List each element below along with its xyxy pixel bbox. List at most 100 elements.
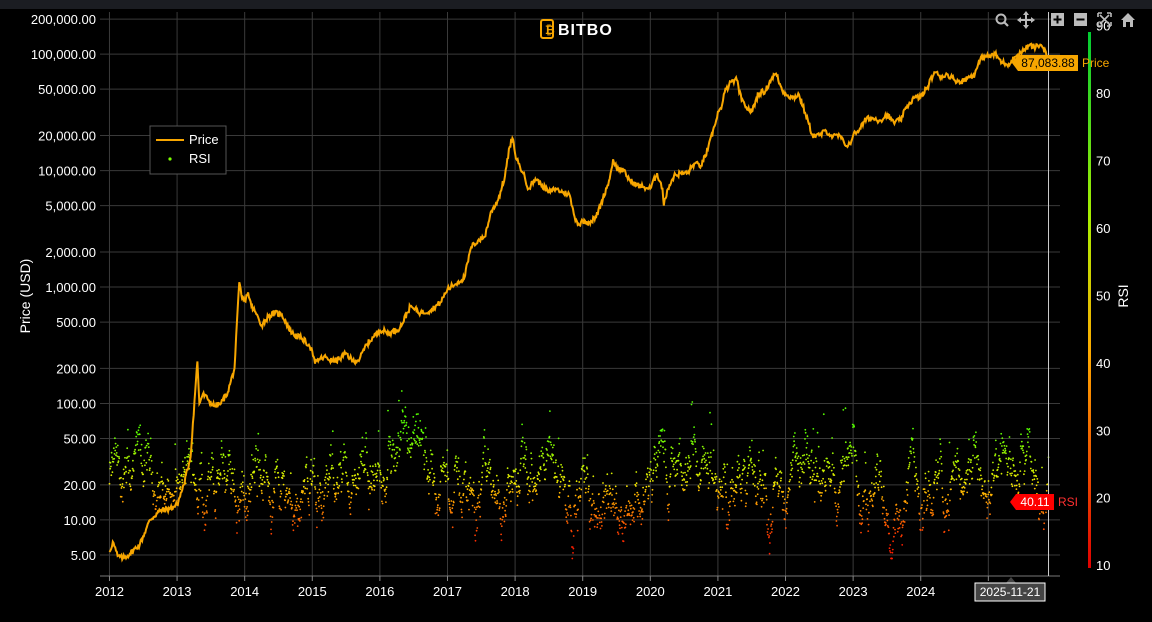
rsi-point	[443, 461, 445, 464]
rsi-point	[896, 517, 899, 520]
legend[interactable]: Price RSI	[149, 125, 227, 175]
rsi-point	[476, 502, 479, 505]
rsi-point	[827, 478, 830, 480]
rsi-point	[395, 453, 397, 455]
rsi-point	[684, 481, 687, 483]
rsi-point	[238, 519, 241, 522]
rsi-point	[217, 477, 220, 480]
rsi-point	[256, 458, 259, 461]
rsi-point	[807, 457, 809, 459]
rsi-point	[679, 437, 681, 440]
rsi-point	[870, 494, 872, 497]
rsi-point	[477, 494, 480, 497]
rsi-point	[276, 458, 279, 461]
pan-icon[interactable]	[1017, 11, 1035, 29]
rsi-point	[531, 499, 534, 502]
rsi-point	[731, 487, 734, 490]
rsi-point	[123, 472, 126, 474]
rsi-point	[335, 498, 338, 501]
rsi-point	[578, 481, 581, 483]
rsi-point	[397, 432, 400, 434]
rsi-point	[383, 490, 386, 492]
rsi-point	[906, 502, 909, 505]
rsi-point	[671, 460, 674, 463]
reset-axes-icon[interactable]	[1121, 13, 1135, 27]
rsi-point	[325, 473, 328, 475]
rsi-point	[481, 476, 484, 479]
rsi-point	[572, 547, 575, 550]
rsi-point	[651, 488, 654, 491]
rsi-point	[975, 441, 978, 443]
rsi-point	[374, 465, 377, 467]
rsi-point	[283, 470, 286, 473]
rsi-point	[472, 489, 475, 492]
rsi-point	[1004, 449, 1007, 452]
rsi-point	[360, 460, 362, 463]
rsi-point	[721, 494, 723, 497]
rsi-point	[118, 455, 120, 458]
rsi-point	[814, 457, 817, 460]
rsi-point	[852, 446, 855, 449]
rsi-point	[148, 458, 151, 461]
rsi-point	[758, 470, 761, 472]
rsi-point	[979, 469, 982, 472]
rsi-point	[508, 491, 511, 494]
y-tick-label: 20.00	[63, 478, 96, 493]
rsi-point	[698, 473, 701, 476]
autoscale-icon[interactable]	[1097, 12, 1112, 27]
rsi-point	[1025, 454, 1028, 457]
rsi-point	[1023, 473, 1025, 476]
legend-price-label[interactable]: Price	[189, 132, 219, 147]
rsi-point	[480, 483, 483, 486]
rsi-point	[927, 470, 930, 473]
rsi-point	[420, 444, 422, 447]
rsi-point	[491, 489, 494, 492]
rsi-point	[145, 461, 148, 464]
rsi-point	[633, 508, 636, 510]
rsi-point	[585, 466, 588, 469]
rsi-point	[766, 523, 768, 526]
rsi-point	[331, 464, 333, 467]
rsi-point	[114, 449, 117, 452]
rsi-point	[566, 522, 569, 524]
rsi-point	[458, 494, 461, 496]
rsi-point	[511, 491, 514, 493]
rsi-point	[714, 478, 717, 480]
zoom-icon[interactable]	[995, 13, 1009, 27]
rsi-point	[446, 471, 449, 474]
rsi-point	[125, 481, 128, 484]
rsi-point	[391, 456, 393, 458]
rsi-point	[662, 441, 665, 443]
rsi-point	[922, 526, 924, 529]
rsi-point	[325, 482, 327, 484]
rsi-point	[571, 546, 574, 548]
rsi-point	[635, 471, 638, 473]
zoom-out-icon[interactable]	[1074, 13, 1087, 26]
rsi-point	[469, 476, 472, 479]
rsi-point	[748, 463, 751, 466]
rsi-point	[718, 478, 721, 481]
rsi-point	[864, 451, 866, 454]
rsi-point	[355, 493, 358, 496]
rsi-point	[437, 504, 439, 507]
rsi-point	[442, 470, 445, 473]
rsi-point	[728, 505, 731, 508]
rsi-point	[401, 409, 404, 412]
rsi-point	[206, 495, 209, 498]
rsi-point	[128, 455, 130, 458]
zoom-in-icon[interactable]	[1051, 13, 1064, 26]
rsi-point	[246, 514, 249, 517]
rsi-point	[224, 489, 227, 491]
rsi-point	[242, 499, 245, 501]
rsi-point	[120, 476, 122, 479]
rsi-point	[658, 442, 660, 445]
rsi-point	[814, 466, 817, 469]
legend-rsi-label[interactable]: RSI	[189, 151, 211, 166]
rsi-point	[163, 498, 166, 501]
rsi-point	[489, 468, 492, 471]
rsi-point	[577, 495, 580, 498]
rsi-point	[309, 492, 311, 494]
y-tick-label: 200.00	[56, 361, 96, 376]
